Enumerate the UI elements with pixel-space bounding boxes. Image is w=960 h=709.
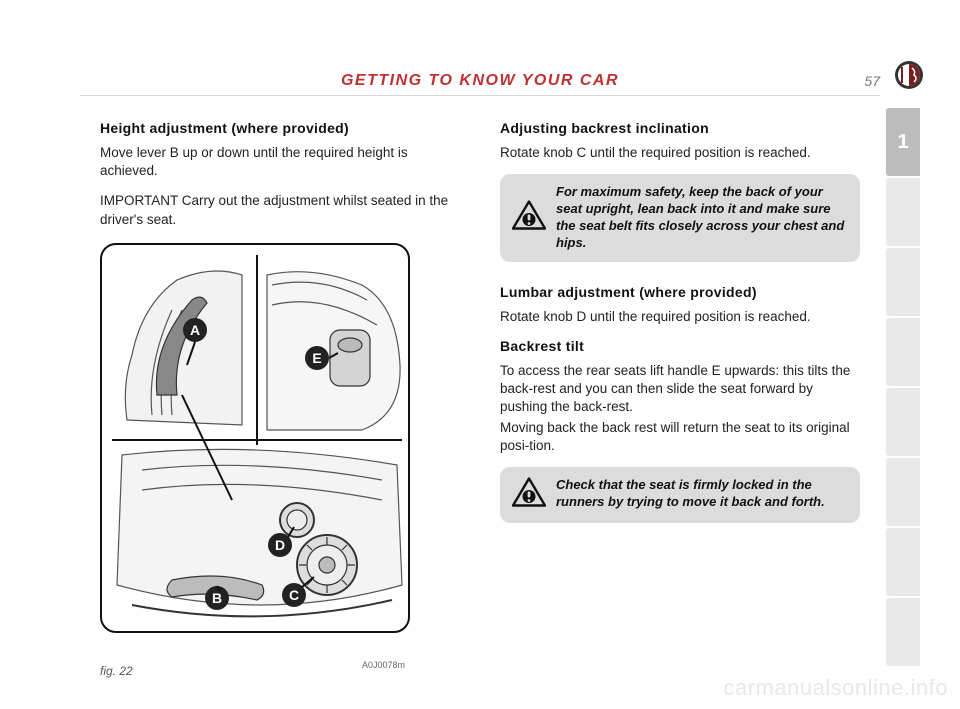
warning-icon <box>512 478 546 513</box>
chapter-tab-7 <box>886 528 920 596</box>
seat-controls-figure: A E D C B <box>100 243 410 633</box>
brand-logo-icon <box>894 60 924 90</box>
chapter-tabs: 1 <box>886 108 920 679</box>
backrest-inclination-text: Rotate knob C until the required positio… <box>500 144 860 162</box>
figure-code: A0J0078m <box>362 660 405 670</box>
height-adjustment-heading: Height adjustment (where provided) <box>100 120 460 136</box>
safety-callout-seatback: For maximum safety, keep the back of you… <box>500 174 860 262</box>
safety-callout-seatback-text: For maximum safety, keep the back of you… <box>556 184 848 252</box>
chapter-tab-4 <box>886 318 920 386</box>
chapter-tab-1-label: 1 <box>897 131 908 154</box>
backrest-tilt-text-2: Moving back the back rest will return th… <box>500 419 860 455</box>
warning-icon <box>512 201 546 236</box>
safety-callout-locked-text: Check that the seat is firmly locked in … <box>556 477 848 511</box>
lumbar-adjustment-text: Rotate knob D until the required positio… <box>500 308 860 326</box>
page-header: GETTING TO KNOW YOUR CAR 57 <box>80 72 880 90</box>
left-column: Height adjustment (where provided) Move … <box>100 120 460 689</box>
figure-caption: fig. 22 <box>100 664 133 678</box>
important-note: IMPORTANT Carry out the adjustment whils… <box>100 192 460 228</box>
section-title: GETTING TO KNOW YOUR CAR <box>120 72 840 90</box>
chapter-tab-2 <box>886 178 920 246</box>
height-adjustment-text: Move lever B up or down until the requir… <box>100 144 460 180</box>
svg-text:C: C <box>289 587 299 603</box>
page-number: 57 <box>840 73 880 89</box>
chapter-tab-8 <box>886 598 920 666</box>
chapter-tab-5 <box>886 388 920 456</box>
manual-page: carmanualsonline.info GETTING TO KNOW YO… <box>0 0 960 709</box>
content-area: Height adjustment (where provided) Move … <box>100 120 860 689</box>
chapter-tab-1: 1 <box>886 108 920 176</box>
lumbar-adjustment-heading: Lumbar adjustment (where provided) <box>500 284 860 300</box>
svg-text:A: A <box>190 322 200 338</box>
backrest-tilt-heading: Backrest tilt <box>500 338 860 354</box>
safety-callout-locked: Check that the seat is firmly locked in … <box>500 467 860 523</box>
chapter-tab-3 <box>886 248 920 316</box>
chapter-tab-6 <box>886 458 920 526</box>
backrest-tilt-text-1: To access the rear seats lift handle E u… <box>500 362 860 417</box>
svg-text:D: D <box>275 537 285 553</box>
backrest-inclination-heading: Adjusting backrest inclination <box>500 120 860 136</box>
header-divider <box>80 95 880 96</box>
svg-text:B: B <box>212 590 222 606</box>
svg-text:E: E <box>312 350 321 366</box>
right-column: Adjusting backrest inclination Rotate kn… <box>500 120 860 689</box>
